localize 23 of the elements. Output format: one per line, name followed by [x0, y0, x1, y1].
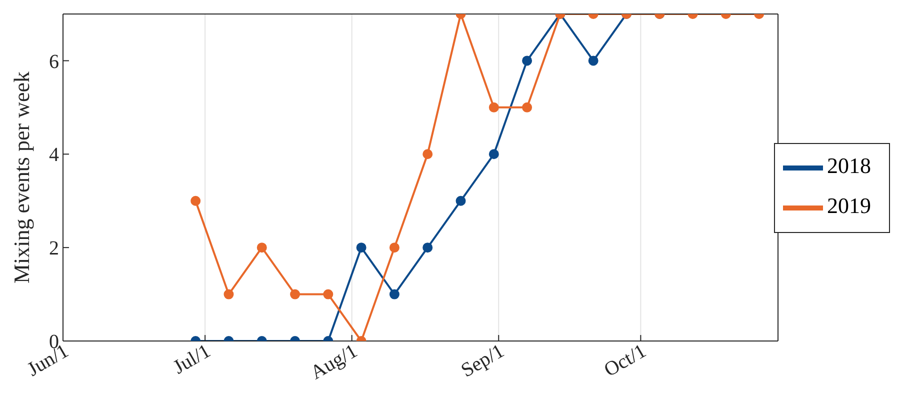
point — [488, 102, 499, 112]
point — [456, 196, 466, 206]
legend-label: 2019 — [827, 193, 871, 218]
y-axis-title: Mixing events per week — [8, 72, 34, 284]
point — [256, 242, 267, 253]
point — [422, 242, 433, 253]
point — [389, 289, 400, 300]
point — [488, 149, 499, 160]
legend-label: 2018 — [827, 153, 871, 178]
point — [323, 289, 334, 300]
x-tick-label: Jul/1 — [170, 340, 214, 379]
point — [522, 102, 532, 112]
y-tick-label: 4 — [49, 144, 59, 166]
point — [224, 289, 234, 300]
y-tick-label: 2 — [49, 238, 59, 260]
x-tick-label: Oct/1 — [600, 340, 650, 382]
point — [356, 242, 366, 253]
point — [389, 242, 400, 253]
point — [422, 149, 433, 160]
x-tick-label: Sep/1 — [457, 340, 508, 382]
y-tick-label: 6 — [49, 50, 59, 73]
point — [290, 289, 300, 300]
point — [190, 196, 201, 206]
